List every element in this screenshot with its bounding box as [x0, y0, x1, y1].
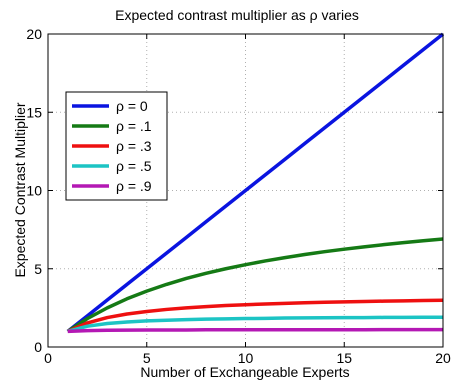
legend-label-4: ρ = .9	[116, 178, 152, 194]
y-tick-label: 5	[34, 261, 42, 277]
y-tick-label: 10	[26, 183, 42, 199]
y-axis-label: Expected Contrast Multiplier	[12, 102, 28, 277]
y-tick-label: 0	[34, 339, 42, 355]
legend-label-1: ρ = .1	[116, 118, 152, 134]
y-tick-label: 20	[26, 26, 42, 42]
series-line-0	[66, 32, 445, 333]
x-tick-label: 0	[44, 350, 52, 366]
x-tick-label: 5	[143, 350, 151, 366]
series-line-1	[66, 237, 444, 333]
legend-label-0: ρ = 0	[116, 98, 148, 114]
series-line-4	[67, 327, 443, 334]
x-tick-label: 10	[238, 350, 254, 366]
x-tick-label: 15	[336, 350, 352, 366]
x-axis-label: Number of Exchangeable Experts	[140, 364, 349, 380]
x-tick-label: 20	[435, 350, 451, 366]
legend: ρ = 0 ρ = .1 ρ = .3 ρ = .5 ρ = .9	[65, 91, 168, 201]
y-tick-label: 15	[26, 104, 42, 120]
series-lines	[66, 32, 445, 334]
series-line-3	[67, 315, 443, 334]
axis-ticks: 0 5 10 15 20 0 5 10 15 20	[26, 26, 451, 366]
series-line-2	[67, 298, 444, 333]
legend-label-3: ρ = .5	[116, 158, 152, 174]
chart-title: Expected contrast multiplier as ρ varies	[115, 7, 359, 23]
legend-label-2: ρ = .3	[116, 138, 152, 154]
